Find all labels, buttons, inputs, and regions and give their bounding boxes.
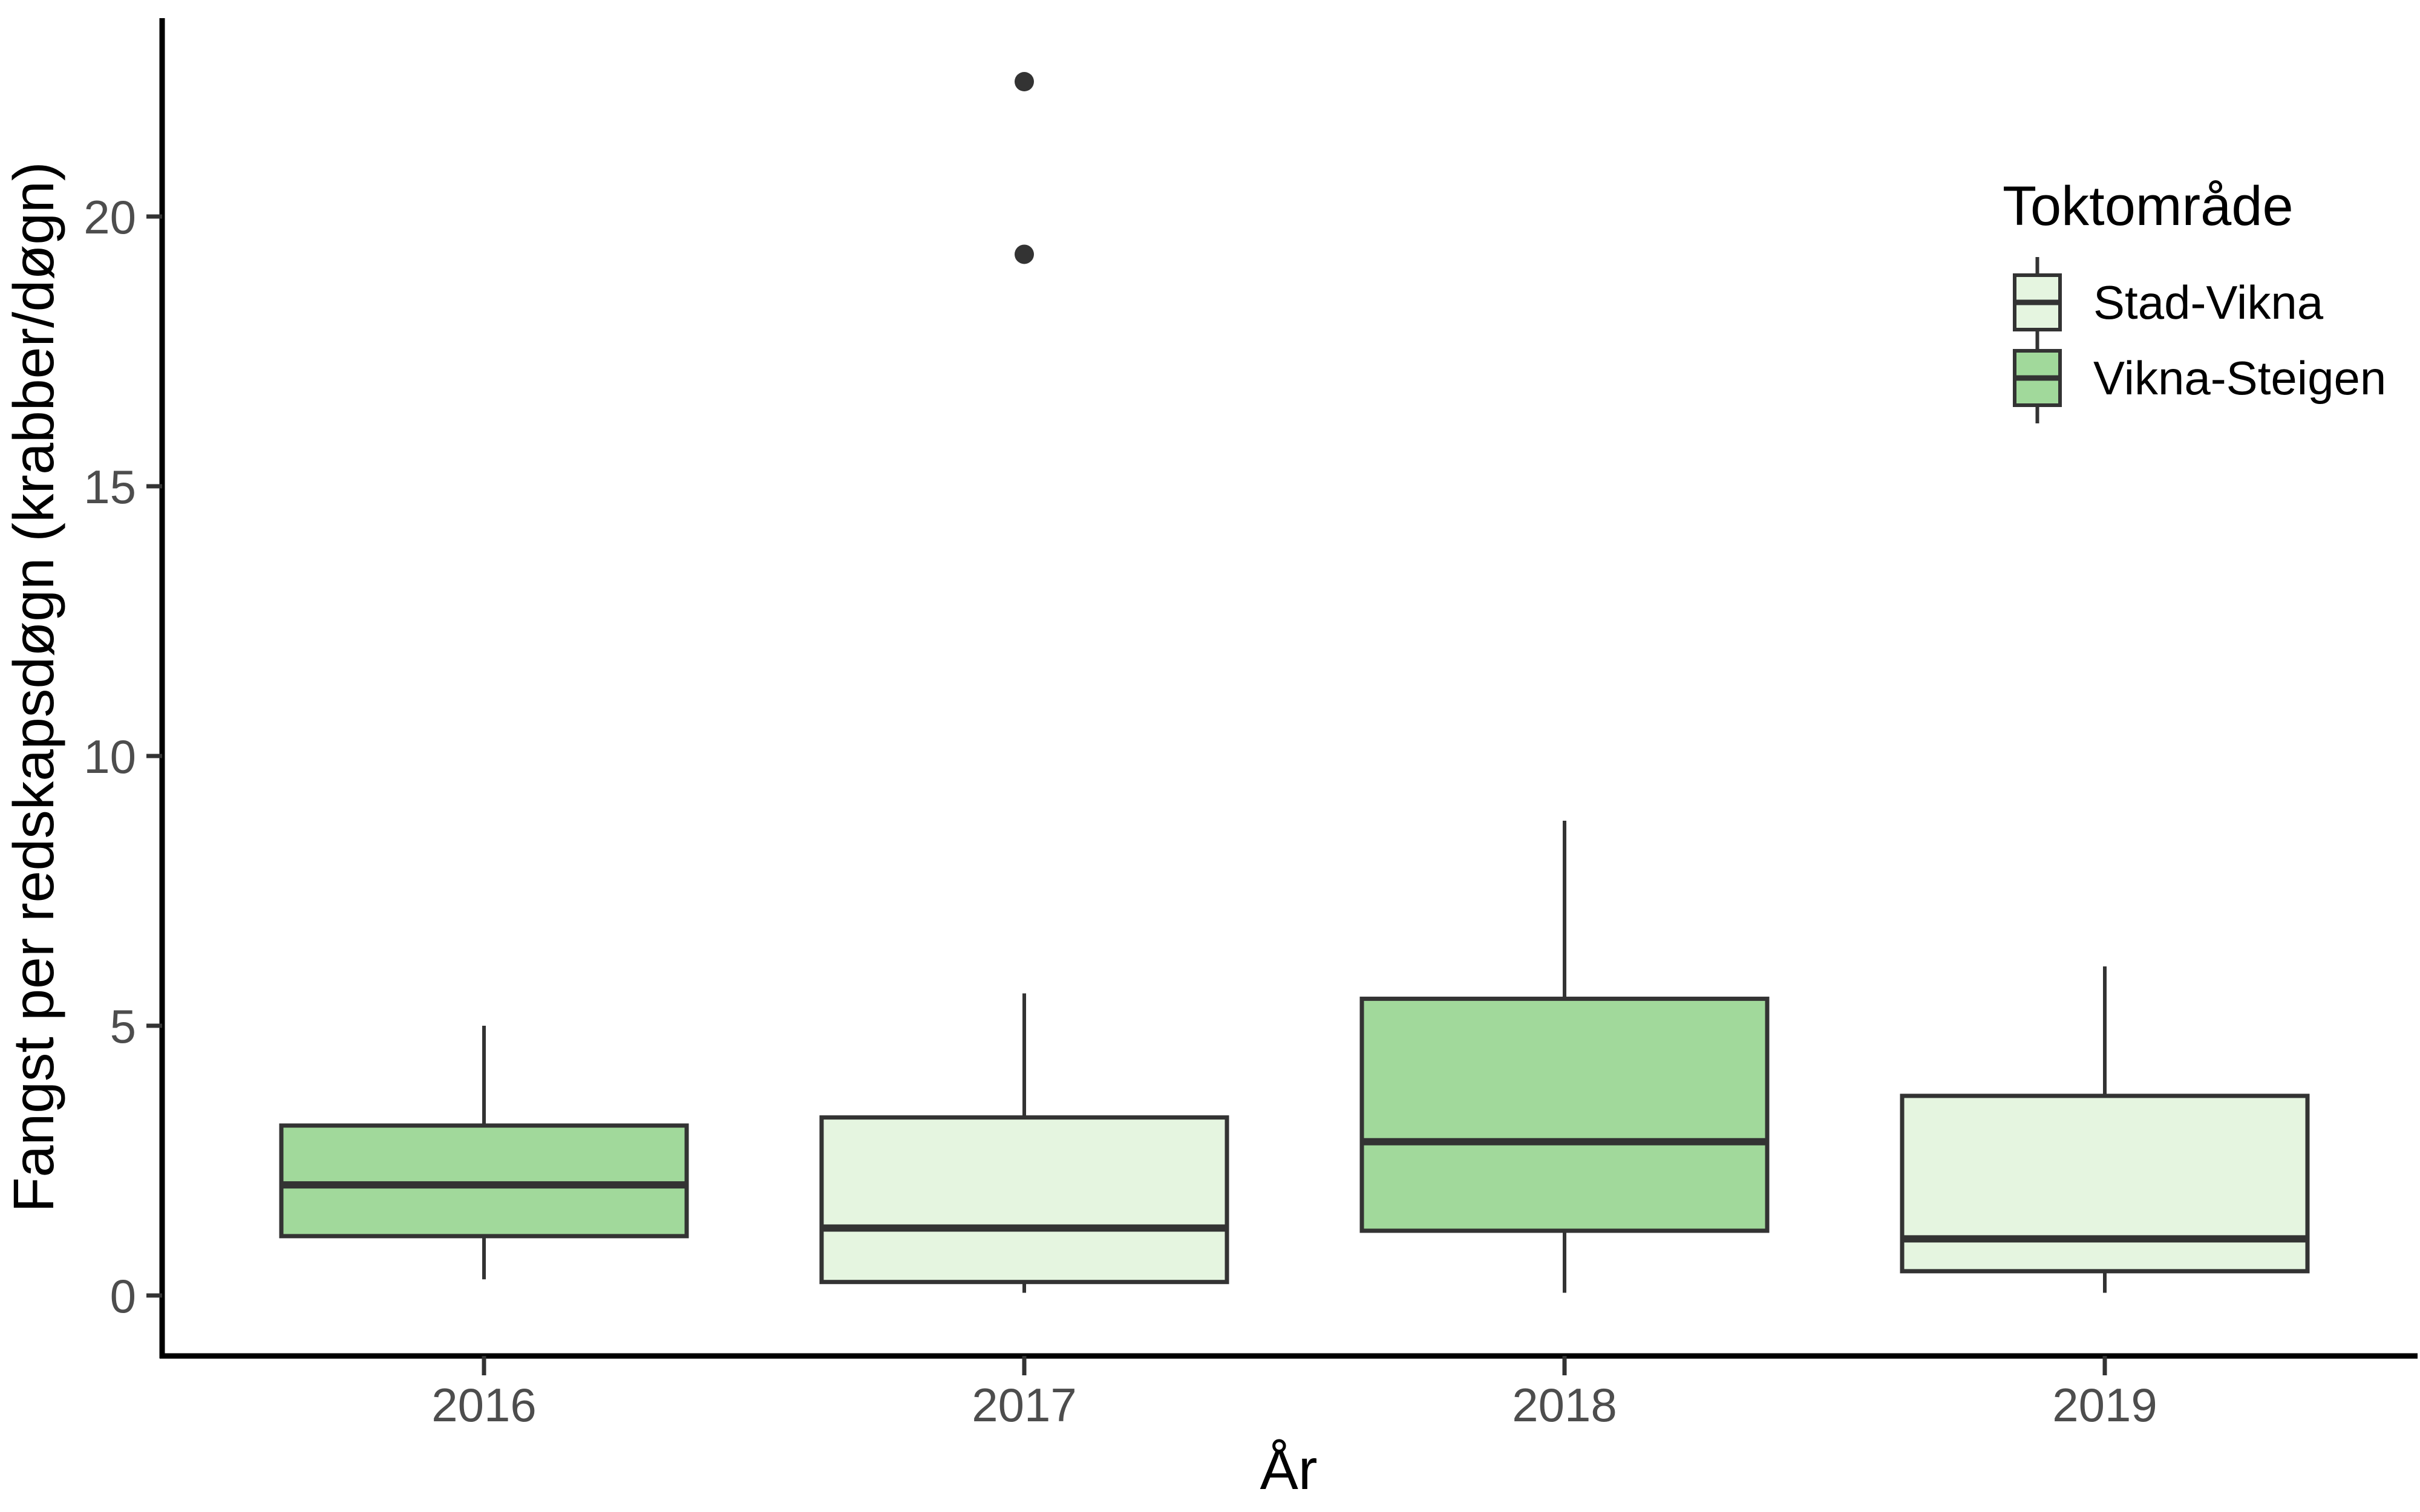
legend-key-Vikna-Steigen: Vikna-Steigen [2013,333,2386,423]
boxplot-series [279,72,2310,1293]
legend-label: Vikna-Steigen [2093,351,2386,405]
x-axis-title: År [1260,1438,1318,1502]
iqr-box [1900,1093,2310,1274]
boxplot-box-2016 [279,1026,689,1280]
legend-label: Stad-Vikna [2093,276,2324,329]
y-tick-label: 20 [83,191,136,244]
y-axis-ticks: 0 5 10 15 20 [83,191,162,1323]
y-tick-label: 15 [83,460,136,513]
boxplot-box-2018 [1359,821,1770,1293]
legend: Toktområde Stad-Vikna Vikna-Steigen [2003,175,2386,423]
legend-key-Stad-Vikna: Stad-Vikna [2013,257,2324,348]
y-axis-title: Fangst per redskapsdøgn (krabber/døgn) [2,161,66,1212]
y-tick-label: 10 [83,730,136,783]
iqr-box [279,1123,689,1239]
x-tick-label: 2016 [431,1378,537,1432]
y-tick-label: 0 [110,1269,136,1323]
x-axis-ticks: 2016 2017 2018 2019 [431,1356,2157,1432]
iqr-box [819,1115,1229,1285]
y-tick-label: 5 [110,1000,136,1053]
x-tick-label: 2019 [2052,1378,2157,1432]
boxplot-box-2017 [819,72,1229,1293]
x-tick-label: 2017 [972,1378,1077,1432]
boxplot-box-2019 [1900,966,2310,1293]
x-tick-label: 2018 [1512,1378,1617,1432]
legend-keys: Stad-Vikna Vikna-Steigen [2013,257,2386,423]
outlier-point [1015,244,1034,264]
iqr-box [1359,996,1770,1233]
outlier-point [1015,72,1034,91]
legend-title: Toktområde [2003,175,2294,237]
